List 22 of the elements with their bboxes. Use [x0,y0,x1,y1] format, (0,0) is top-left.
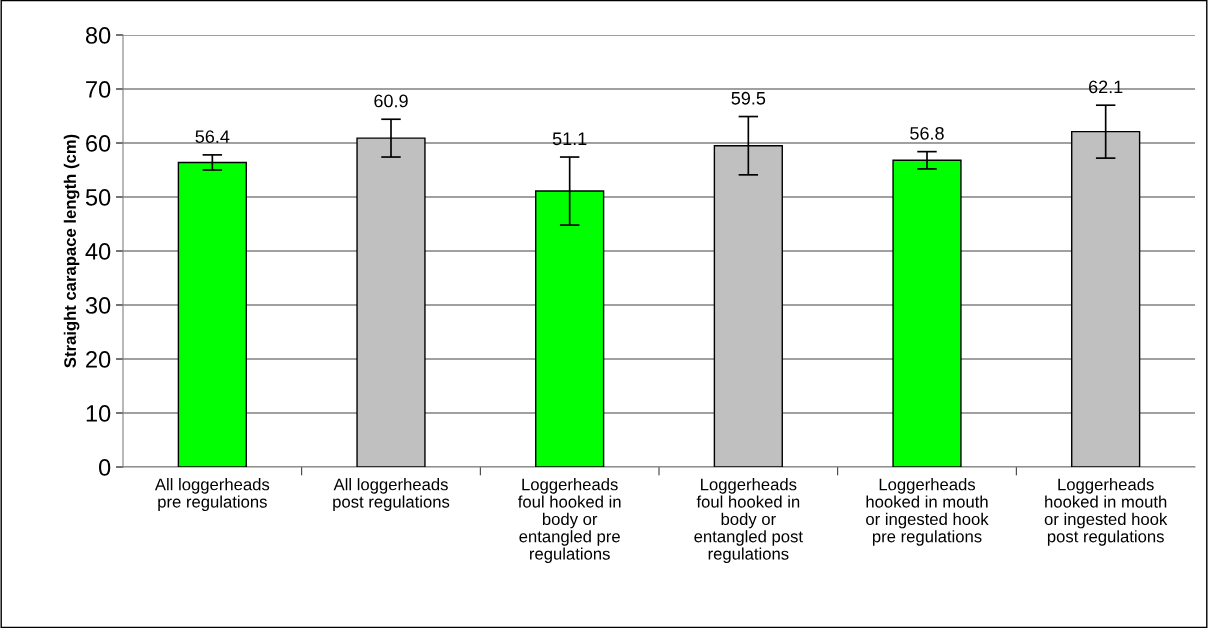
data-label: 59.5 [731,91,766,105]
x-tick-label: All loggerheads post regulations [333,478,450,511]
x-tick-label: Loggerheads foul hooked in body or entangled post regulations [694,478,803,564]
x-tick-label: Loggerheads foul hooked in body or entangled pre regulations [518,478,621,564]
y-tick-label: 30 [85,297,111,314]
y-axis-title: Straight carapace length (cm) [63,134,80,368]
x-tick-label: All loggerheads pre regulations [154,478,270,511]
x-tick-label: Loggerheads hooked in mouth or ingested hook pre regulations [866,478,989,546]
y-tick-label: 70 [86,81,111,98]
x-tick-label: Loggerheads hooked in mouth or ingested hook post regulations [1044,478,1168,546]
data-label: 56.4 [195,130,230,143]
y-tick-label: 20 [86,351,111,368]
y-tick-label: 80 [85,27,111,44]
data-label: 62.1 [1089,80,1123,94]
y-tick-label: 0 [98,459,111,476]
y-tick-label: 60 [86,135,111,152]
y-tick-label: 10 [86,405,111,422]
y-tick-label: 40 [85,243,111,260]
y-tick-label: 50 [85,189,111,206]
data-label: 56.8 [910,126,944,140]
data-label: 60.9 [374,94,408,108]
data-label: 51.1 [552,132,587,146]
